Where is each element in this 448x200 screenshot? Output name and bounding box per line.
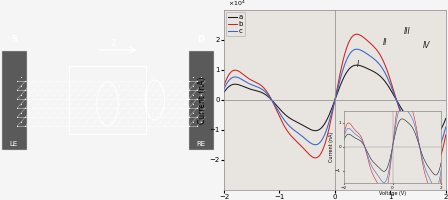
Line: c: c (224, 49, 446, 151)
c (437, 144, 442, 147)
Text: RE: RE (197, 141, 206, 147)
a (437, 130, 442, 132)
b (233, 69, 238, 71)
Line: b: b (224, 34, 446, 166)
c (354, 48, 359, 50)
c (431, 150, 436, 153)
b (396, 106, 401, 109)
b (431, 165, 436, 168)
a (329, 107, 335, 109)
a (354, 64, 359, 66)
c (233, 76, 238, 78)
a (221, 91, 227, 94)
b (443, 134, 448, 136)
c (329, 111, 335, 113)
a (396, 103, 401, 105)
Text: Z: Z (111, 40, 117, 48)
b (323, 139, 329, 142)
a (437, 130, 442, 133)
Text: S: S (11, 36, 17, 45)
c (396, 105, 401, 107)
c (323, 130, 329, 133)
b (437, 158, 442, 160)
b (437, 158, 442, 160)
a (323, 120, 329, 123)
Y-axis label: Current (nA): Current (nA) (198, 76, 207, 124)
c (443, 126, 448, 128)
b (354, 33, 359, 35)
Legend: a, b, c: a, b, c (226, 12, 245, 36)
Text: IV: IV (422, 41, 430, 50)
c (437, 145, 442, 147)
b (329, 114, 335, 117)
Text: III: III (404, 27, 410, 36)
Text: LE: LE (10, 141, 18, 147)
FancyBboxPatch shape (1, 50, 27, 150)
Text: I: I (357, 60, 359, 69)
FancyBboxPatch shape (188, 50, 214, 150)
Text: $\times10^4$: $\times10^4$ (228, 0, 246, 8)
Text: II: II (383, 38, 387, 47)
b (221, 84, 227, 87)
Text: D: D (198, 36, 205, 45)
a (431, 134, 436, 136)
a (233, 83, 238, 85)
Line: a: a (224, 65, 446, 135)
a (443, 117, 448, 120)
c (221, 88, 227, 90)
